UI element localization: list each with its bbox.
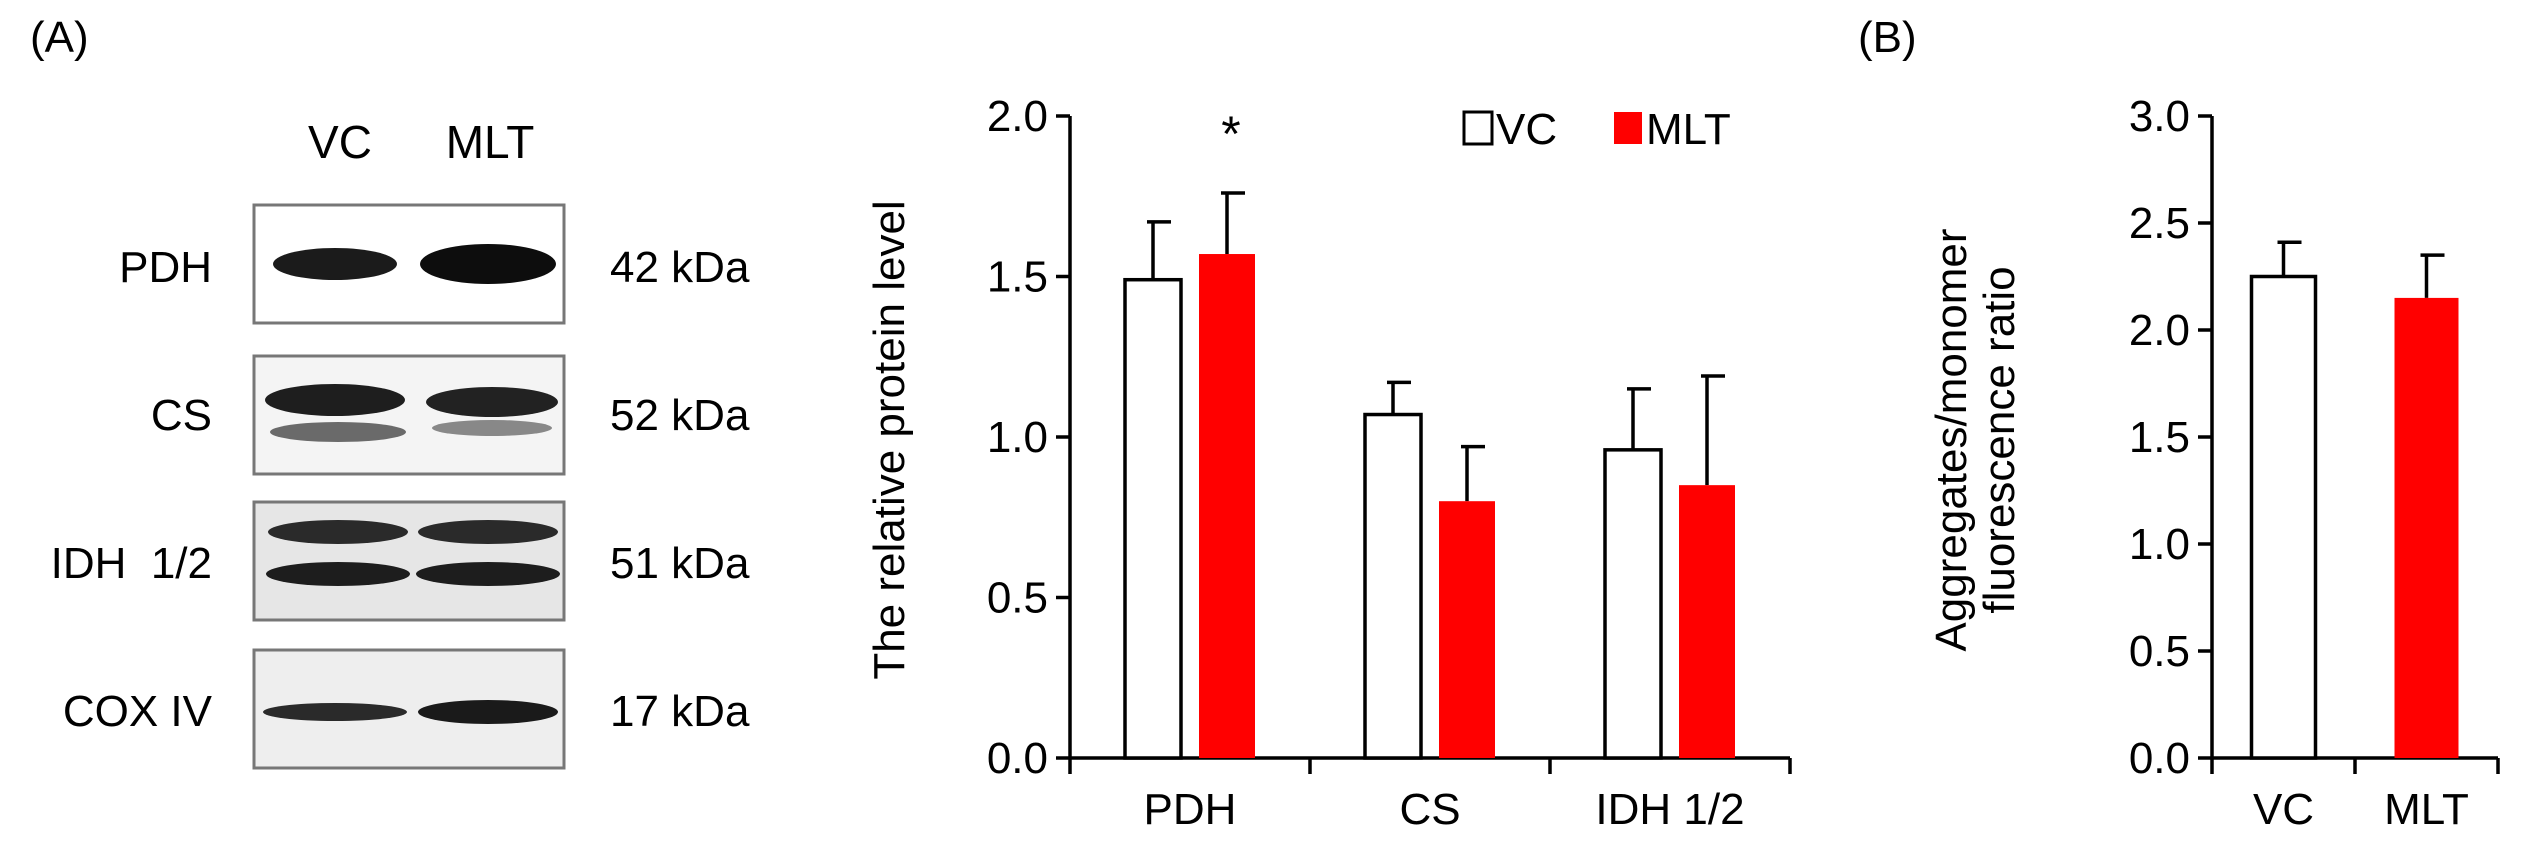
bar-vc-cs — [1363, 412, 1423, 760]
bar-mlt-pdh — [1199, 254, 1255, 758]
y-tick-label: 2.0 — [2129, 306, 2190, 355]
x-tick-label: CS — [1399, 785, 1460, 834]
band-pdh-vc — [273, 248, 397, 280]
size-label-cox: 17 kDa — [610, 687, 750, 736]
x-tick-label: IDH 1/2 — [1595, 785, 1744, 834]
x-tick-label: MLT — [2384, 785, 2469, 834]
significance-marker: * — [1221, 106, 1240, 162]
protein-label-idh: IDH 1/2 — [51, 539, 212, 588]
protein-label-cox: COX IV — [63, 687, 213, 736]
lane-label-vc: VC — [308, 116, 372, 168]
bar-mlt-idh-1-2 — [1679, 485, 1735, 758]
protein-label-cs: CS — [151, 391, 212, 440]
band-cox-mlt — [418, 700, 558, 724]
bar-vc-pdh — [1123, 277, 1183, 760]
y-tick-label: 2.0 — [987, 92, 1048, 141]
bar-mlt-cs — [1439, 501, 1495, 758]
band-pdh-mlt — [420, 244, 556, 284]
y-tick-label: 1.0 — [987, 413, 1048, 462]
blot-panel-idh — [252, 500, 566, 622]
lane-label-mlt: MLT — [446, 116, 535, 168]
bar-vc-idh-1-2 — [1603, 448, 1663, 760]
band-cs-mlt-lower — [432, 420, 552, 436]
x-tick-label: PDH — [1144, 785, 1237, 834]
size-label-idh: 51 kDa — [610, 539, 750, 588]
size-label-cs: 52 kDa — [610, 391, 750, 440]
legend: VC MLT — [1462, 105, 1731, 154]
legend-label-vc: VC — [1496, 105, 1557, 154]
panel-b-label: (B) — [1858, 13, 1917, 62]
bar-ratio-mlt — [2394, 297, 2459, 758]
y-tick-label: 0.5 — [987, 574, 1048, 623]
y-tick-label: 1.5 — [2129, 413, 2190, 462]
legend-label-mlt: MLT — [1646, 105, 1731, 154]
band-idh-vc-lower — [266, 562, 410, 586]
y-tick-label: 2.5 — [2129, 199, 2190, 248]
chart-aggregates-monomer-ratio: Aggregates/monomer fluorescence ratio 0.… — [1927, 92, 2500, 834]
size-label-pdh: 42 kDa — [610, 243, 750, 292]
band-cs-vc-lower — [270, 422, 406, 442]
y-axis-title: The relative protein level — [865, 200, 914, 679]
y-tick-label: 1.5 — [987, 253, 1048, 302]
y-axis-title-line2: fluorescence ratio — [1975, 266, 2024, 613]
y-tick-label: 1.0 — [2129, 520, 2190, 569]
y-tick-label: 0.5 — [2129, 627, 2190, 676]
y-tick-label: 0.0 — [2129, 734, 2190, 783]
legend-swatch-mlt — [1614, 112, 1642, 144]
y-tick-label: 0.0 — [987, 734, 1048, 783]
band-cs-vc-upper — [265, 384, 405, 416]
y-axis-title-line1: Aggregates/monomer — [1927, 228, 1976, 651]
band-idh-mlt-lower — [416, 562, 560, 586]
band-cox-vc — [263, 703, 407, 721]
x-tick-label: VC — [2253, 785, 2314, 834]
y-tick-label: 3.0 — [2129, 92, 2190, 141]
bar-ratio-vc — [2249, 274, 2318, 760]
chart-relative-protein-level: The relative protein level VC MLT 0.0 0.5… — [865, 92, 1792, 834]
band-cs-mlt-upper — [426, 387, 558, 417]
band-idh-vc-upper — [268, 520, 408, 544]
protein-label-pdh: PDH — [119, 243, 212, 292]
band-idh-mlt-upper — [418, 520, 558, 544]
western-blot: VC MLT PDH 42 kDa CS 52 kDa IDH 1/2 51 k… — [51, 116, 750, 770]
panel-a-label: (A) — [30, 13, 89, 62]
legend-swatch-vc — [1462, 110, 1494, 146]
